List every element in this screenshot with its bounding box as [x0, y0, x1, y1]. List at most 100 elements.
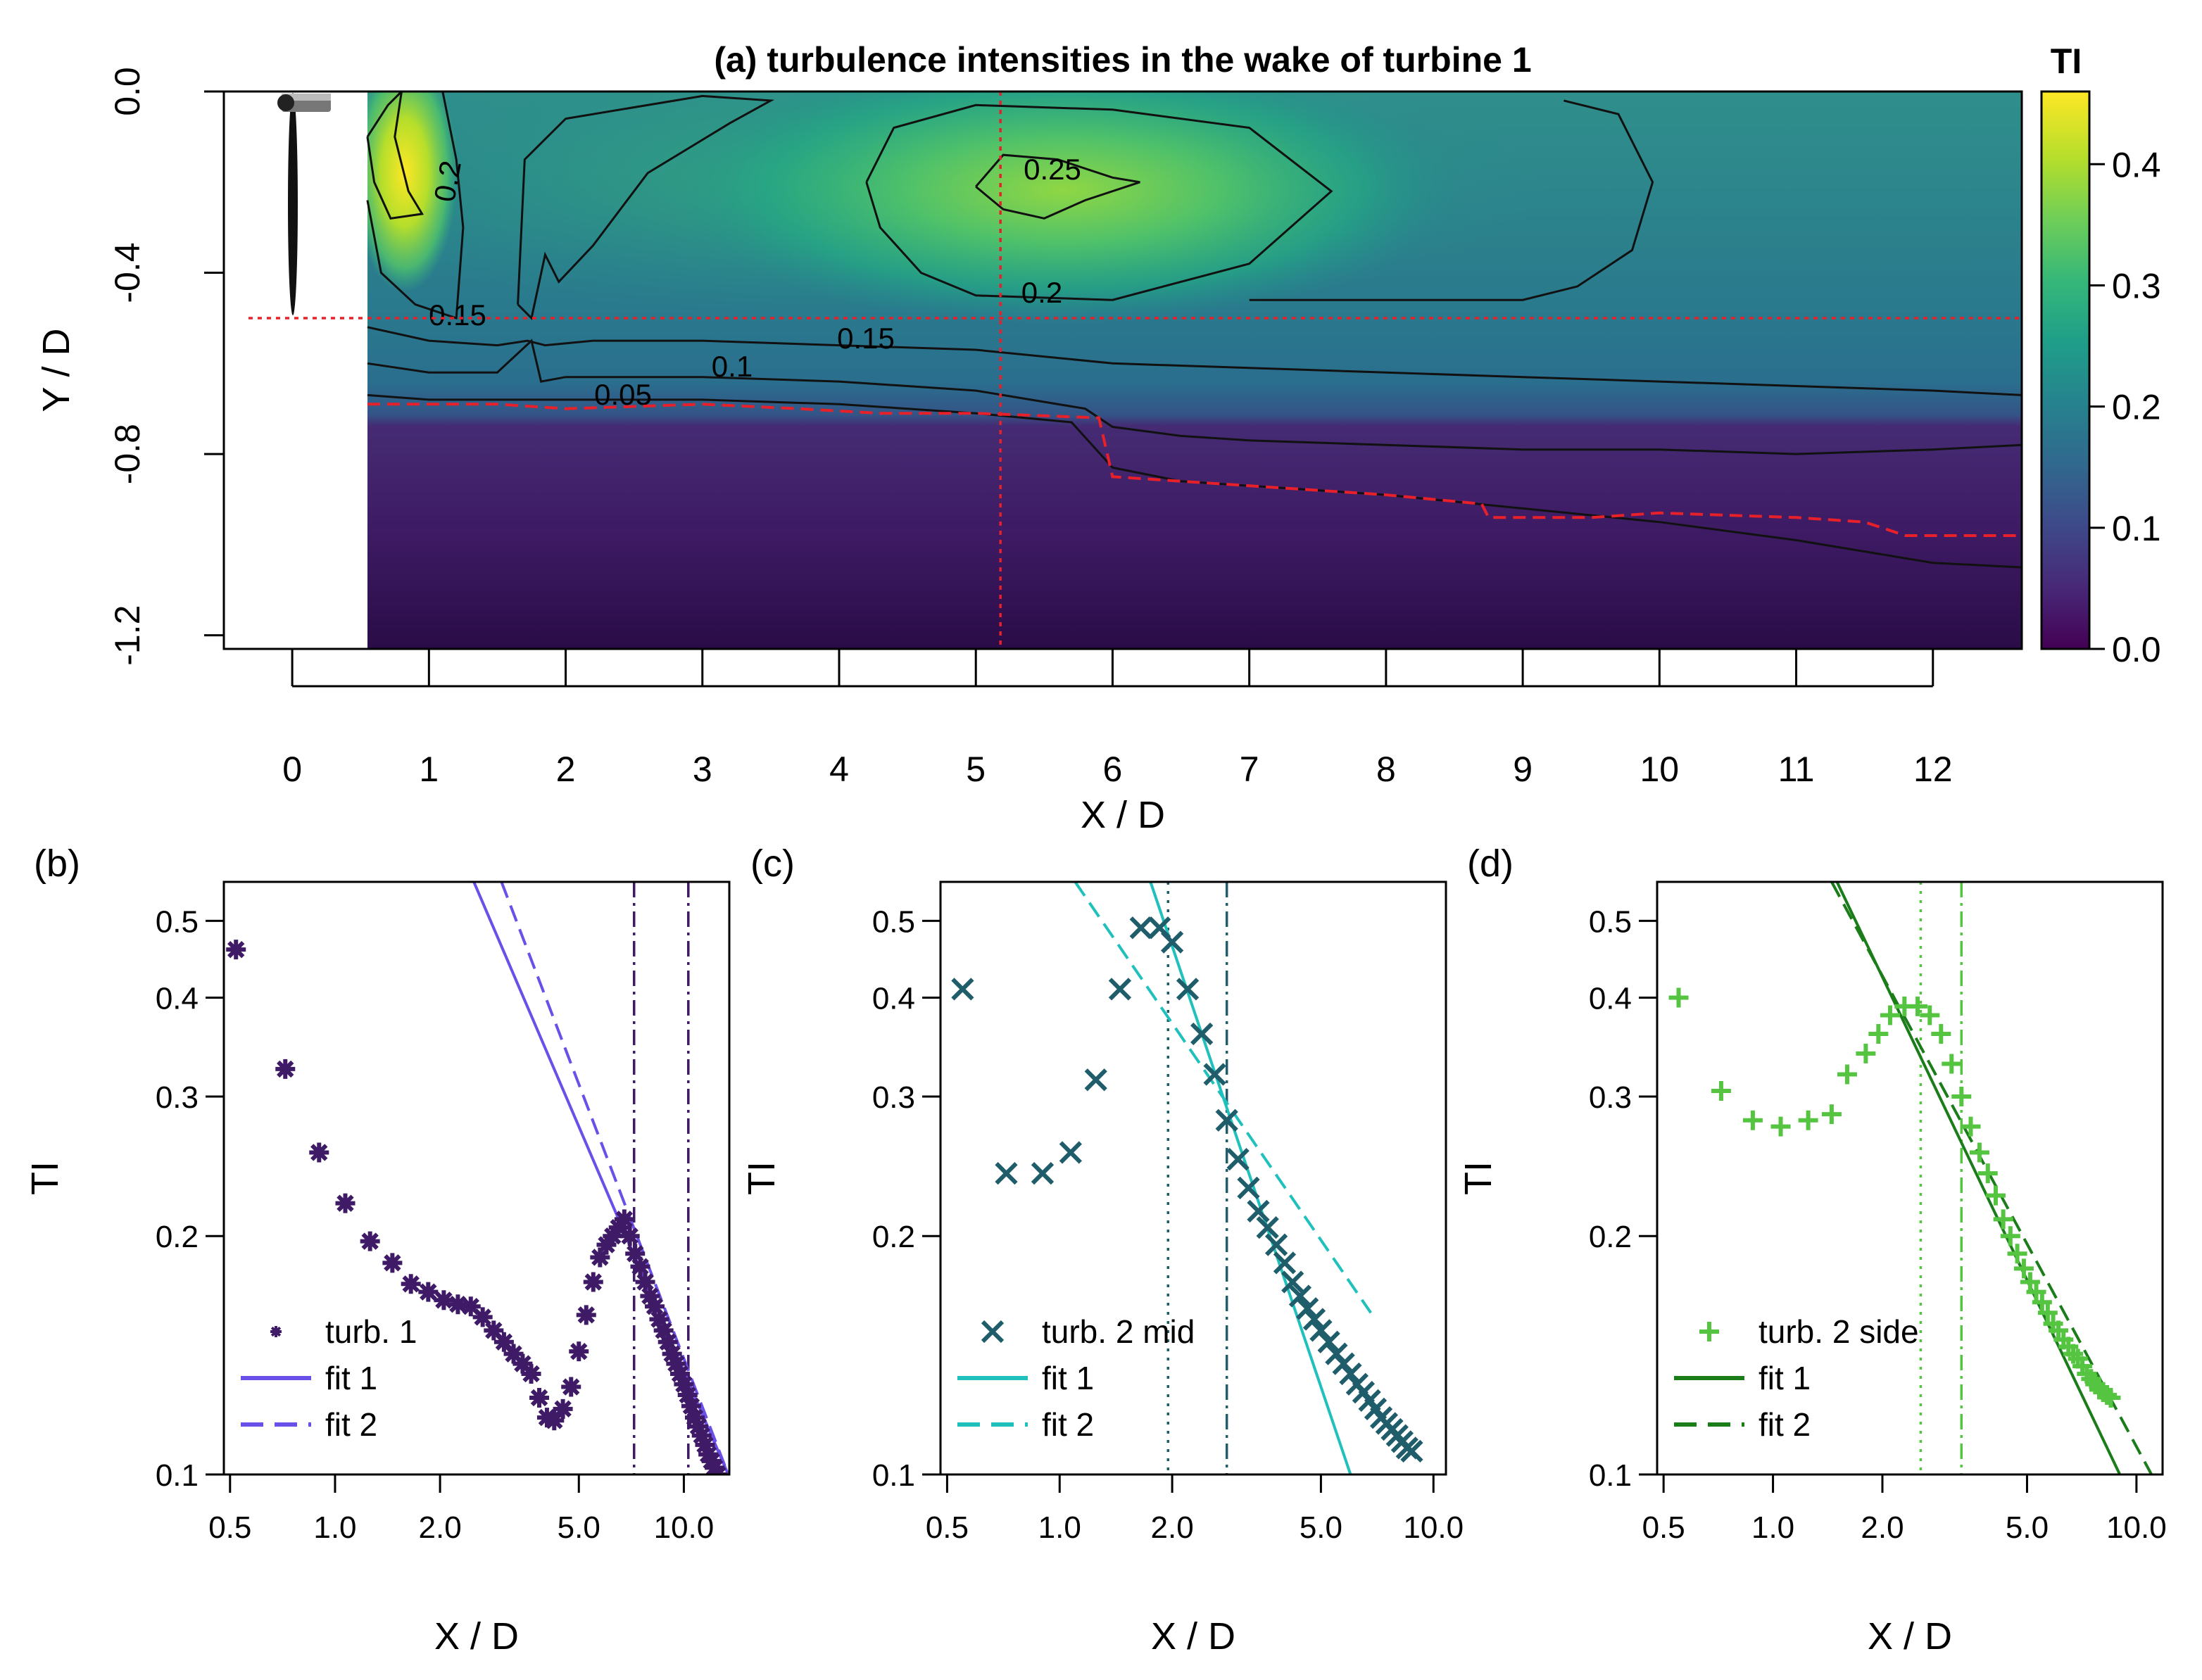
panel-a-x-tick-label: 10	[1640, 750, 1680, 789]
data-point	[2000, 1226, 2020, 1246]
panel-a-x-tick-label: 9	[1513, 750, 1533, 789]
data-point	[553, 1398, 573, 1419]
data-point	[705, 1458, 725, 1474]
data-point	[1961, 1116, 1981, 1137]
data-point	[701, 1451, 722, 1471]
data-point	[669, 1363, 690, 1384]
data-point	[493, 1332, 514, 1352]
data-point	[503, 1344, 524, 1364]
data-point	[640, 1286, 660, 1306]
x-tick-label: 5.0	[558, 1510, 600, 1545]
x-tick-label: 10.0	[2106, 1510, 2167, 1545]
panel-b-ylabel: TI	[24, 1161, 66, 1195]
data-point	[1985, 1185, 2006, 1206]
data-point	[2026, 1282, 2046, 1302]
legend-label: fit 2	[1759, 1406, 1811, 1443]
colorbar-title: TI	[2051, 42, 2082, 81]
x-tick-label: 2.0	[1861, 1510, 1904, 1545]
panel-c-axes: 0.1 0.2 0.3 0.4 0.5 0.5 1.0 2.0 5.0 10.0	[872, 904, 1464, 1545]
panel-c-label: (c)	[750, 842, 795, 885]
fit-1-line	[1149, 882, 1352, 1474]
panel-d-frame	[1656, 880, 2164, 1476]
data-point	[1332, 1352, 1355, 1375]
data-point	[1084, 1068, 1107, 1092]
data-point	[1821, 1104, 1842, 1125]
data-point	[1977, 1163, 1998, 1184]
panel-a-x-tick-label: 11	[1778, 750, 1815, 789]
panel-a-ylabel: Y / D	[35, 328, 77, 412]
panel-a-y-tick-label: -1.2	[108, 605, 147, 666]
panel-a-x-tick-label: 0	[282, 750, 302, 789]
data-point	[1129, 916, 1152, 940]
panel-a-x-tick-label: 7	[1240, 750, 1259, 789]
data-point	[460, 1296, 481, 1317]
data-point	[590, 1247, 610, 1268]
legend-label: turb. 2 side	[1759, 1313, 1919, 1350]
data-point	[472, 1307, 493, 1327]
data-point	[512, 1353, 533, 1374]
data-point	[1203, 1063, 1226, 1086]
data-point	[2007, 1244, 2027, 1264]
data-point	[1059, 1141, 1082, 1164]
colorbar-ticks: 0.0 0.1 0.2 0.3 0.4	[2089, 145, 2161, 669]
contour-line-0.2	[366, 91, 424, 220]
data-point	[309, 1142, 329, 1163]
data-point	[275, 1059, 296, 1079]
near-wake-hotspot	[352, 91, 458, 292]
data-point	[335, 1193, 356, 1213]
data-point	[448, 1294, 468, 1315]
panel-a-x-tick-label: 12	[1913, 750, 1953, 789]
data-point	[536, 1408, 557, 1428]
panel-c-frame	[939, 880, 1447, 1476]
panel-b-legend: turb. 1 fit 1 fit 2	[241, 1313, 417, 1443]
legend-label: fit 1	[1759, 1360, 1811, 1396]
data-point	[674, 1374, 694, 1394]
data-point	[653, 1320, 674, 1341]
x-tick-label: 0.5	[1642, 1510, 1685, 1545]
panel-c-ylabel: TI	[741, 1161, 783, 1195]
heatmap-field: 0.25 0.2 0.2 0.15 0.15 0.1 0.05	[224, 91, 2022, 649]
y-tick-label: 0.5	[1589, 904, 1632, 939]
data-point	[1837, 1064, 1857, 1085]
panel-a-x-tick-label: 4	[829, 750, 849, 789]
legend-label: fit 2	[325, 1406, 377, 1443]
y-tick-label: 0.2	[872, 1220, 915, 1254]
data-point	[596, 1234, 617, 1255]
y-tick-label: 0.4	[1589, 981, 1632, 1016]
data-point	[2101, 1387, 2121, 1408]
data-point	[1400, 1439, 1423, 1463]
x-tick-label: 1.0	[1038, 1510, 1081, 1545]
data-point	[1256, 1216, 1279, 1239]
data-point	[1908, 996, 1928, 1016]
panel-a-y-tick-label: -0.8	[108, 424, 147, 484]
data-point	[1339, 1362, 1362, 1386]
panel-a-x-tick-label: 3	[693, 750, 712, 789]
panel-c: (c) 0.1 0.2 0.3 0.4 0.5 0.5 1.0 2.0 5.0 10.0 X / …	[741, 842, 1464, 1657]
data-point	[401, 1274, 421, 1294]
panel-b: (b) 0.1 0.2 0.3 0.4 0.5 0.5 1.0 2.0 5.0 10.0 X / …	[24, 842, 731, 1657]
legend-label: turb. 1	[325, 1313, 417, 1350]
y-tick-label: 0.4	[156, 981, 199, 1016]
contour-line-0.2	[517, 94, 775, 321]
data-point	[1273, 1251, 1297, 1275]
fit-2-line	[500, 882, 729, 1474]
data-point	[1309, 1319, 1333, 1342]
contour-label: 0.1	[712, 350, 753, 383]
colorbar: TI 0.0 0.1 0.2 0.3 0.4	[2040, 42, 2161, 669]
x-tick-label: 1.0	[1751, 1510, 1794, 1545]
data-point	[688, 1416, 708, 1436]
contour-line-0.05	[367, 393, 2022, 569]
data-point	[521, 1363, 541, 1384]
data-point	[1920, 1005, 1940, 1025]
data-point	[666, 1353, 686, 1374]
data-point	[1288, 1284, 1312, 1308]
data-point	[1296, 1297, 1319, 1320]
contour-line-0.2	[865, 103, 1333, 301]
data-point	[698, 1444, 719, 1465]
legend-label: turb. 2 mid	[1042, 1313, 1195, 1350]
panel-a-y-axis: 0.0 -0.4 -0.8 -1.2	[108, 67, 224, 666]
data-point	[2013, 1258, 2034, 1279]
wake-boundary-red-dashed	[367, 403, 2022, 537]
panel-a-xlabel: X / D	[1081, 794, 1165, 836]
